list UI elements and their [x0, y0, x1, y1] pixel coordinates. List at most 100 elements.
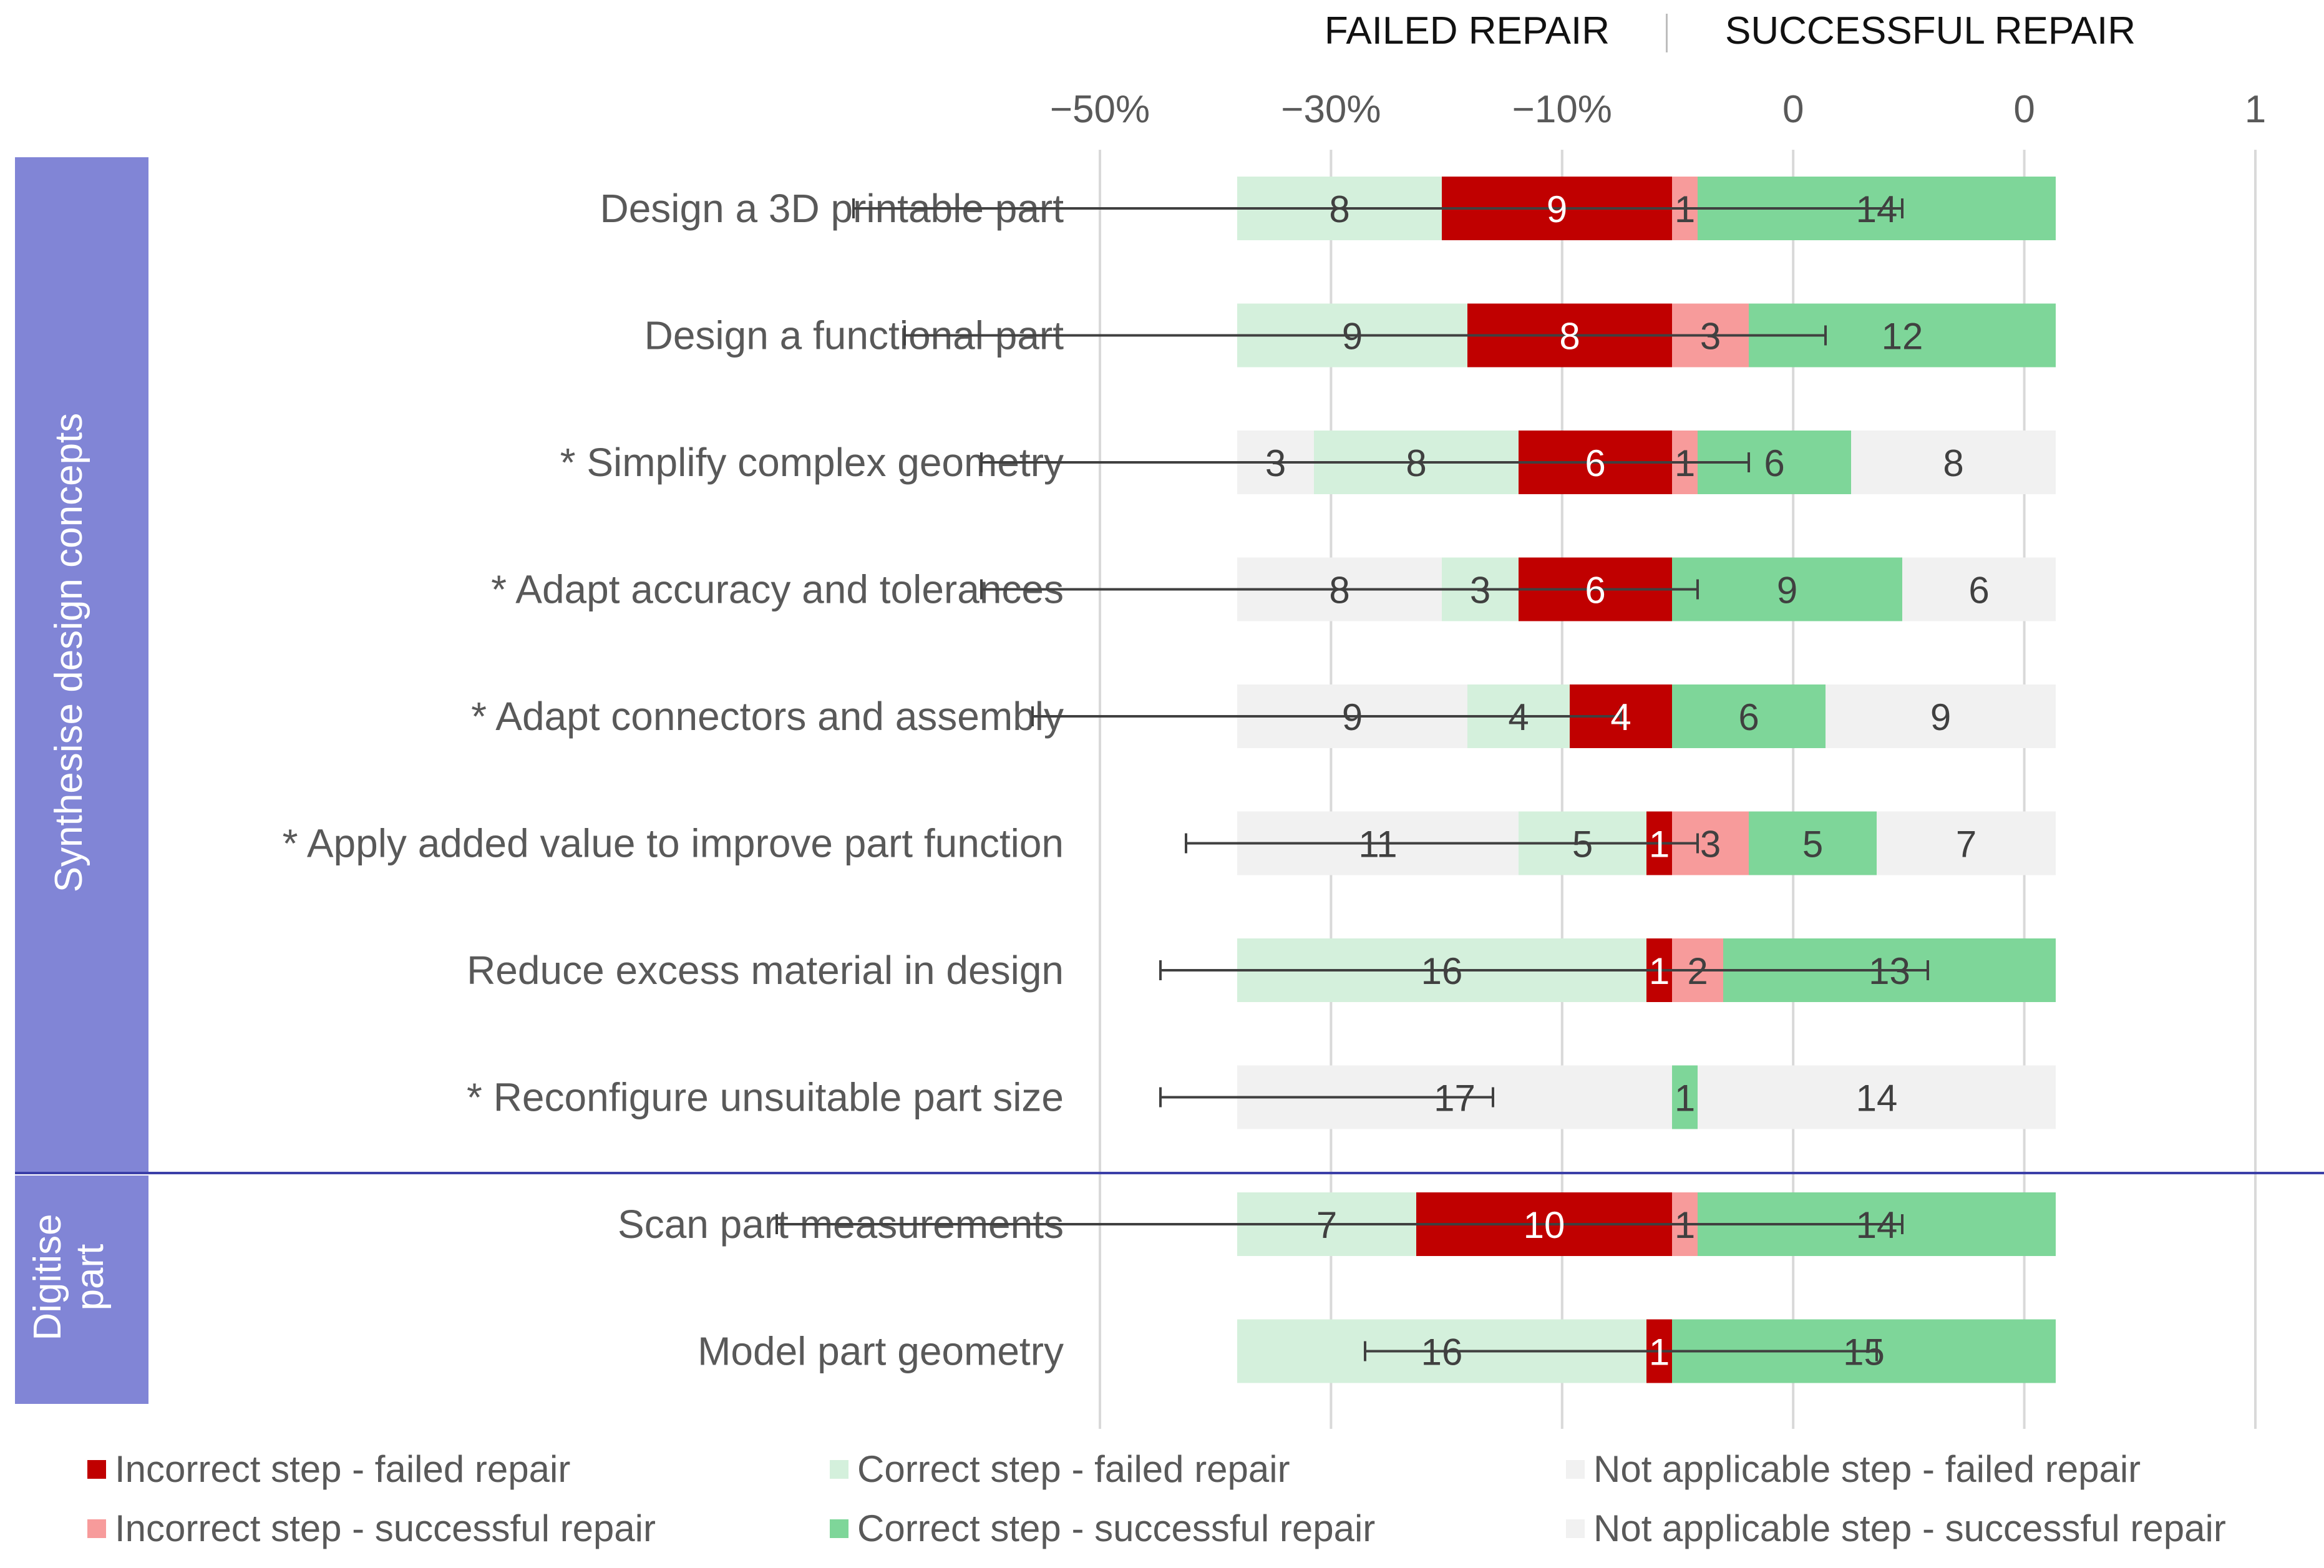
value-label-correct_success: 6 [1738, 696, 1759, 738]
legend-swatch [1566, 1459, 1585, 1479]
group-bar-digitise-part [15, 1176, 148, 1404]
value-label-incorrect_success: 1 [1675, 442, 1695, 484]
bar-na_success [1851, 431, 2056, 494]
legend-item-na_success: Not applicable step - successful repair [1566, 1507, 2226, 1550]
value-label-correct_success: 5 [1802, 824, 1823, 865]
value-label-na_success: 7 [1956, 824, 1976, 865]
value-label-correct_success: 12 [1882, 316, 1923, 358]
value-label-incorrect_failed: 6 [1585, 442, 1605, 484]
value-label-incorrect_success: 1 [1675, 1204, 1695, 1246]
value-label-correct_success: 9 [1777, 570, 1797, 611]
category-label: * Reconfigure unsuitable part size [467, 1075, 1064, 1120]
value-label-correct_failed: 5 [1572, 824, 1593, 865]
value-label-correct_failed: 4 [1508, 696, 1529, 738]
group-label: Digitise [26, 1214, 69, 1340]
legend-item-correct_success: Correct step - successful repair [830, 1507, 1375, 1550]
axis-tick-label: −30% [1281, 88, 1381, 131]
legend-swatch [830, 1459, 848, 1479]
group-label-bars: Synthesise design concepts Digitise part [15, 157, 2324, 1404]
category-label: * Adapt connectors and assembly [471, 694, 1064, 739]
value-label-incorrect_success: 2 [1687, 950, 1708, 992]
legend-item-na_failed: Not applicable step - failed repair [1566, 1448, 2141, 1491]
axis-tick-label: 1 [2245, 88, 2266, 131]
bar-correct_success [1749, 811, 1877, 875]
value-label-incorrect_success: 3 [1700, 316, 1721, 358]
category-label: * Adapt accuracy and tolerances [491, 567, 1064, 612]
value-label-correct_failed: 16 [1421, 1332, 1463, 1373]
value-label-correct_failed: 8 [1406, 442, 1426, 484]
value-label-incorrect_failed: 8 [1559, 316, 1580, 358]
category-label: Reduce excess material in design [467, 948, 1064, 993]
value-label-correct_failed: 9 [1342, 316, 1363, 358]
legend-label: Correct step - failed repair [857, 1448, 1290, 1490]
value-label-incorrect_failed: 1 [1649, 824, 1670, 865]
legend-label: Correct step - successful repair [857, 1507, 1376, 1549]
value-label-na_failed: 8 [1329, 570, 1349, 611]
group-label: part [69, 1244, 112, 1311]
value-label-na_success: 6 [1968, 570, 1989, 611]
value-label-correct_success: 6 [1764, 442, 1784, 484]
failed-repair-header: FAILED REPAIR [1324, 9, 1610, 52]
bar-correct_success [1672, 1065, 1698, 1129]
category-label: Model part geometry [698, 1329, 1064, 1374]
value-label-na_failed: 9 [1342, 696, 1363, 738]
bar-na_success [1826, 684, 2056, 748]
value-label-correct_success: 14 [1856, 1204, 1898, 1246]
bar-segments [1237, 177, 2056, 1383]
bar-na_success [1698, 1065, 2056, 1129]
value-label-na_success: 9 [1930, 696, 1951, 738]
axis-tick-label: 0 [2013, 88, 2035, 131]
value-label-correct_success: 14 [1856, 188, 1898, 230]
legend-label: Not applicable step - successful repair [1593, 1507, 2226, 1549]
legend-label: Not applicable step - failed repair [1593, 1448, 2141, 1490]
value-label-na_failed: 17 [1434, 1078, 1476, 1119]
value-label-correct_failed: 7 [1316, 1204, 1337, 1246]
bar-correct_success [1672, 557, 1902, 621]
category-label: * Simplify complex geometry [560, 440, 1064, 485]
value-label-correct_failed: 3 [1470, 570, 1490, 611]
value-label-na_success: 8 [1943, 442, 1963, 484]
value-label-incorrect_failed: 1 [1649, 950, 1670, 992]
category-label: * Apply added value to improve part func… [283, 821, 1064, 866]
legend-label: Incorrect step - successful repair [115, 1507, 656, 1549]
value-label-incorrect_success: 1 [1675, 188, 1695, 230]
value-label-incorrect_failed: 6 [1585, 570, 1605, 611]
legend-swatch [830, 1519, 848, 1538]
error-bars [775, 198, 1929, 1361]
value-label-incorrect_success: 3 [1700, 824, 1721, 865]
group-bar-synthesise-design-concepts [15, 157, 148, 1173]
axis-tick-label: −10% [1512, 88, 1612, 131]
value-label-correct_success: 1 [1675, 1078, 1695, 1119]
value-label-correct_success: 13 [1869, 950, 1910, 992]
legend-item-incorrect_success: Incorrect step - successful repair [87, 1507, 656, 1550]
legend-swatch [87, 1459, 106, 1479]
value-label-na_failed: 11 [1358, 824, 1397, 865]
axis-tick-label: 0 [1782, 88, 1804, 131]
group-label: Synthesise design concepts [47, 413, 90, 893]
legend: Incorrect step - failed repair Correct st… [0, 1448, 2324, 1566]
value-label-na_success: 14 [1856, 1078, 1898, 1119]
value-label-correct_failed: 8 [1329, 188, 1349, 230]
bar-correct_success [1672, 684, 1826, 748]
value-label-na_failed: 3 [1265, 442, 1286, 484]
header-divider [1666, 14, 1668, 52]
diverging-bar-chart: −50% −30% −10% 0 0 1 Synthesise design concep… [15, 88, 2324, 1429]
legend-swatch [1566, 1519, 1585, 1538]
successful-repair-header: SUCCESSFUL REPAIR [1725, 9, 2136, 52]
value-label-correct_success: 15 [1843, 1332, 1885, 1373]
legend-item-incorrect_failed: Incorrect step - failed repair [87, 1448, 570, 1491]
legend-swatch [87, 1519, 106, 1538]
value-label-incorrect_failed: 4 [1610, 696, 1631, 738]
bar-na_success [1877, 811, 2056, 875]
value-label-incorrect_failed: 9 [1547, 188, 1567, 230]
legend-label: Incorrect step - failed repair [115, 1448, 571, 1490]
value-label-incorrect_failed: 1 [1649, 1332, 1670, 1373]
axis-tick-labels: −50% −30% −10% 0 0 1 [1050, 88, 2266, 131]
axis-tick-label: −50% [1050, 88, 1150, 131]
value-label-correct_failed: 16 [1421, 950, 1463, 992]
legend-item-correct_failed: Correct step - failed repair [830, 1448, 1290, 1491]
value-label-incorrect_failed: 10 [1524, 1204, 1565, 1246]
bar-na_success [1902, 557, 2056, 621]
